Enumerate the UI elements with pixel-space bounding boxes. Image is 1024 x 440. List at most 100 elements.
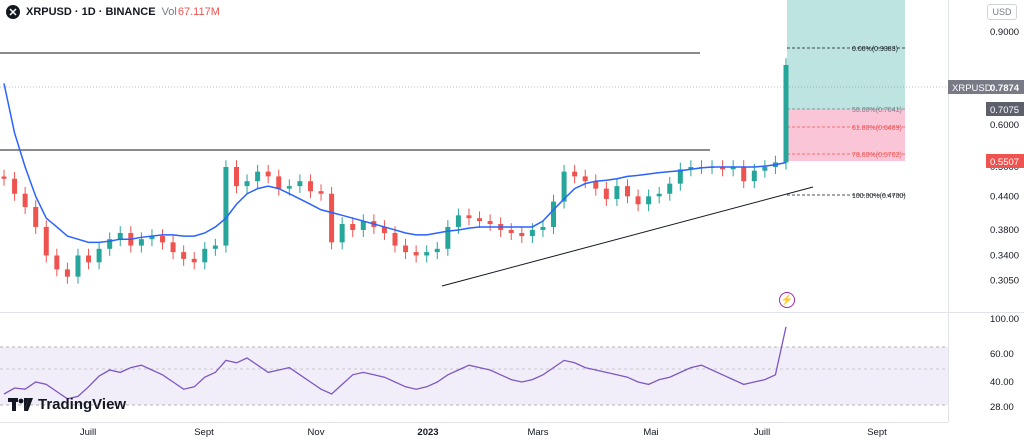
candle-body xyxy=(22,193,28,207)
candle-body xyxy=(572,171,578,177)
close-icon[interactable] xyxy=(6,5,20,19)
time-axis-label: Juill xyxy=(754,427,770,438)
moving-average-line xyxy=(3,83,787,244)
price-axis-label: 0.6000 xyxy=(990,120,1019,131)
candle-body xyxy=(12,178,18,194)
rsi-series xyxy=(3,326,787,400)
fib-level-label: 78.60%(0.5702) xyxy=(852,152,902,159)
symbol-title: XRPUSD · 1D · BINANCE xyxy=(26,6,156,18)
candle-body xyxy=(86,255,92,263)
price-axis-label: 0.3400 xyxy=(990,250,1019,261)
support-trendline[interactable] xyxy=(441,186,814,287)
brand-watermark: TradingView xyxy=(8,396,126,413)
candle-body xyxy=(202,248,208,263)
time-axis-label: Mars xyxy=(527,427,548,438)
candle-body xyxy=(434,248,440,253)
candle-body xyxy=(276,176,282,189)
candle-body xyxy=(551,201,557,227)
rsi-axis-label: 60.00 xyxy=(990,349,1014,360)
stop-loss-zone[interactable] xyxy=(787,109,905,161)
lightning-icon[interactable]: ⚡ xyxy=(779,292,795,308)
candle-body xyxy=(561,171,567,202)
rsi-axis[interactable]: 100.00 60.00 40.00 28.00 xyxy=(990,314,1019,413)
candle-body xyxy=(720,166,726,170)
candle-body xyxy=(582,176,588,182)
candle-series xyxy=(1,58,789,284)
fib-level-label: 100.00%(0.4700) xyxy=(852,193,906,200)
candle-body xyxy=(96,248,102,263)
candle-body xyxy=(445,226,451,249)
candle-body xyxy=(255,171,261,182)
candle-body xyxy=(624,186,630,197)
candle-body xyxy=(1,176,7,179)
candle-body xyxy=(233,166,239,187)
fib-level-label: 50.00%(0.7041) xyxy=(852,107,902,114)
rsi-axis-label: 40.00 xyxy=(990,377,1014,388)
candle-body xyxy=(487,221,493,224)
candle-body xyxy=(783,64,789,163)
fib-retracement[interactable]: 0.00%(0.9383) 50.00%(0.7041) 61.80%(0.6489… xyxy=(787,46,906,200)
volume-value: 67.117M xyxy=(177,6,220,18)
svg-text:0.7075: 0.7075 xyxy=(990,105,1019,116)
candle-body xyxy=(677,169,683,184)
candle-body xyxy=(751,170,757,182)
symbol-legend[interactable]: XRPUSD · 1D · BINANCE Vol 67.117M xyxy=(6,5,220,19)
time-axis-label: Juill xyxy=(80,427,96,438)
candle-body xyxy=(360,221,366,230)
candle-body xyxy=(149,236,155,240)
candle-body xyxy=(160,236,166,243)
current-price-value: 0.7874 xyxy=(990,83,1020,94)
candle-body xyxy=(477,218,483,222)
price-badge-grey: 0.7075 xyxy=(986,102,1024,116)
candle-body xyxy=(138,239,144,246)
candle-body xyxy=(33,206,39,227)
price-axis-label: 0.4400 xyxy=(990,191,1019,202)
volume-label: Vol xyxy=(161,6,177,18)
current-price-badge: XRPUSD 0.7874 xyxy=(948,80,1024,94)
moving-average-series xyxy=(3,83,787,244)
candle-body xyxy=(54,255,60,270)
fib-level-label: 61.80%(0.6489) xyxy=(852,125,902,132)
candle-body xyxy=(212,245,218,249)
candle-body xyxy=(329,193,335,243)
candle-body xyxy=(286,186,292,189)
candle-body xyxy=(392,232,398,246)
price-axis-label: 0.3800 xyxy=(990,225,1019,236)
fib-level-label: 0.00%(0.9383) xyxy=(852,46,898,53)
candle-body xyxy=(667,183,673,194)
candle-body xyxy=(339,223,345,243)
price-axis-label: 0.9000 xyxy=(990,27,1019,38)
candle-body xyxy=(762,166,768,171)
rsi-axis-label: 28.00 xyxy=(990,402,1014,413)
candle-body xyxy=(64,269,70,277)
candle-body xyxy=(170,242,176,253)
candle-body xyxy=(297,181,303,187)
currency-button[interactable]: USD xyxy=(987,4,1017,20)
candle-body xyxy=(593,181,599,189)
current-price-symbol: XRPUSD xyxy=(952,83,992,94)
candle-body xyxy=(519,232,525,237)
candle-body xyxy=(117,232,123,240)
candle-body xyxy=(307,181,313,192)
tradingview-logo-icon xyxy=(8,397,33,411)
candle-body xyxy=(107,239,113,249)
candle-body xyxy=(181,252,187,259)
candle-body xyxy=(455,215,461,227)
price-axis-label: 0.3050 xyxy=(990,275,1019,286)
candle-body xyxy=(43,226,49,256)
rsi-axis-label: 100.00 xyxy=(990,314,1019,325)
candle-body xyxy=(403,245,409,253)
candle-body xyxy=(540,226,546,230)
candle-body xyxy=(741,166,747,182)
candle-body xyxy=(381,226,387,233)
candle-body xyxy=(656,193,662,197)
time-axis-label: Sept xyxy=(194,427,214,438)
time-axis-label: Mai xyxy=(643,427,658,438)
candle-body xyxy=(730,166,736,170)
candle-body xyxy=(635,196,641,205)
take-profit-zone[interactable] xyxy=(787,0,905,109)
candle-body xyxy=(191,258,197,263)
candle-body xyxy=(529,229,535,237)
time-axis[interactable]: Juill Sept Nov 2023 Mars Mai Juill Sept xyxy=(80,427,887,438)
